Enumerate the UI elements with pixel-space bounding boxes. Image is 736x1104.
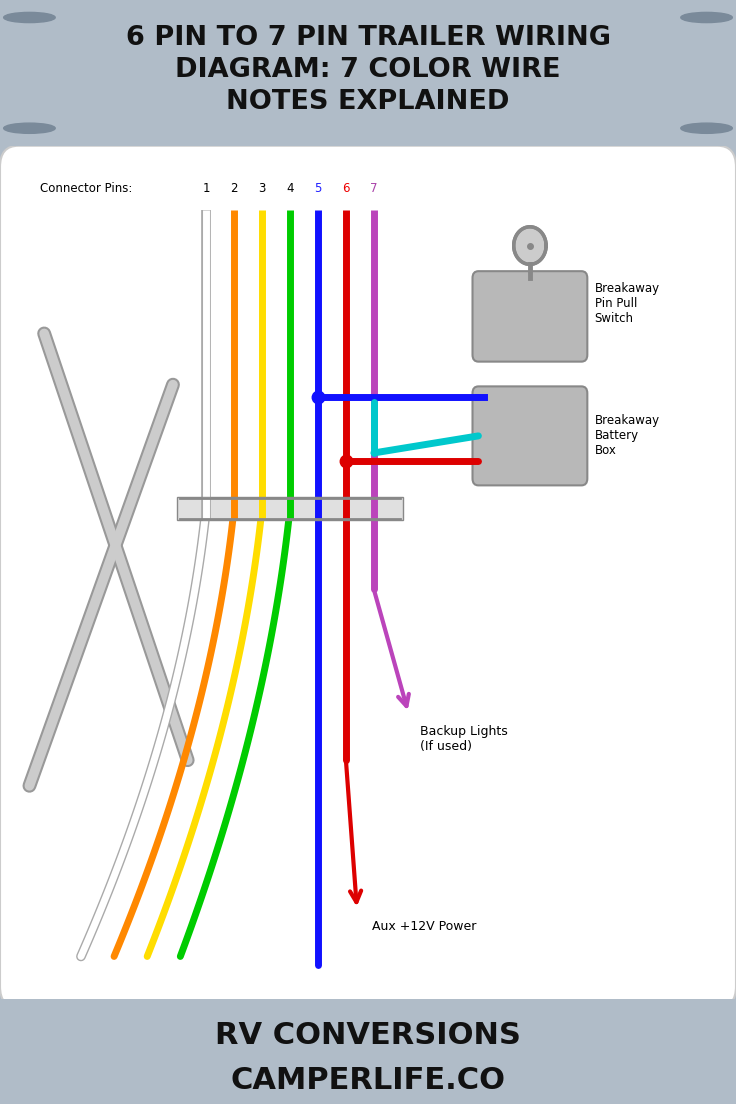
Circle shape [4,124,55,134]
Text: RV CONVERSIONS: RV CONVERSIONS [215,1021,521,1050]
Text: 7: 7 [370,182,378,195]
Text: 6: 6 [342,182,350,195]
Text: Breakaway
Pin Pull
Switch: Breakaway Pin Pull Switch [595,283,659,325]
Text: Backup Lights
(If used): Backup Lights (If used) [420,725,507,753]
Circle shape [681,124,732,134]
FancyBboxPatch shape [473,272,587,362]
Bar [177,497,403,520]
Text: Breakaway
Battery
Box: Breakaway Battery Box [595,414,659,457]
Text: 1: 1 [202,182,210,195]
Text: 5: 5 [314,182,322,195]
FancyBboxPatch shape [0,146,736,1008]
Text: Aux +12V Power: Aux +12V Power [372,920,476,933]
Text: 4: 4 [286,182,294,195]
FancyBboxPatch shape [473,386,587,486]
Text: Connector Pins:: Connector Pins: [40,182,133,195]
Text: CAMPERLIFE.CO: CAMPERLIFE.CO [230,1066,506,1095]
Text: 3: 3 [258,182,266,195]
Text: 2: 2 [230,182,238,195]
Circle shape [681,12,732,22]
Text: 6 PIN TO 7 PIN TRAILER WIRING
DIAGRAM: 7 COLOR WIRE
NOTES EXPLAINED: 6 PIN TO 7 PIN TRAILER WIRING DIAGRAM: 7… [126,25,610,115]
Polygon shape [514,226,546,264]
Circle shape [4,12,55,22]
